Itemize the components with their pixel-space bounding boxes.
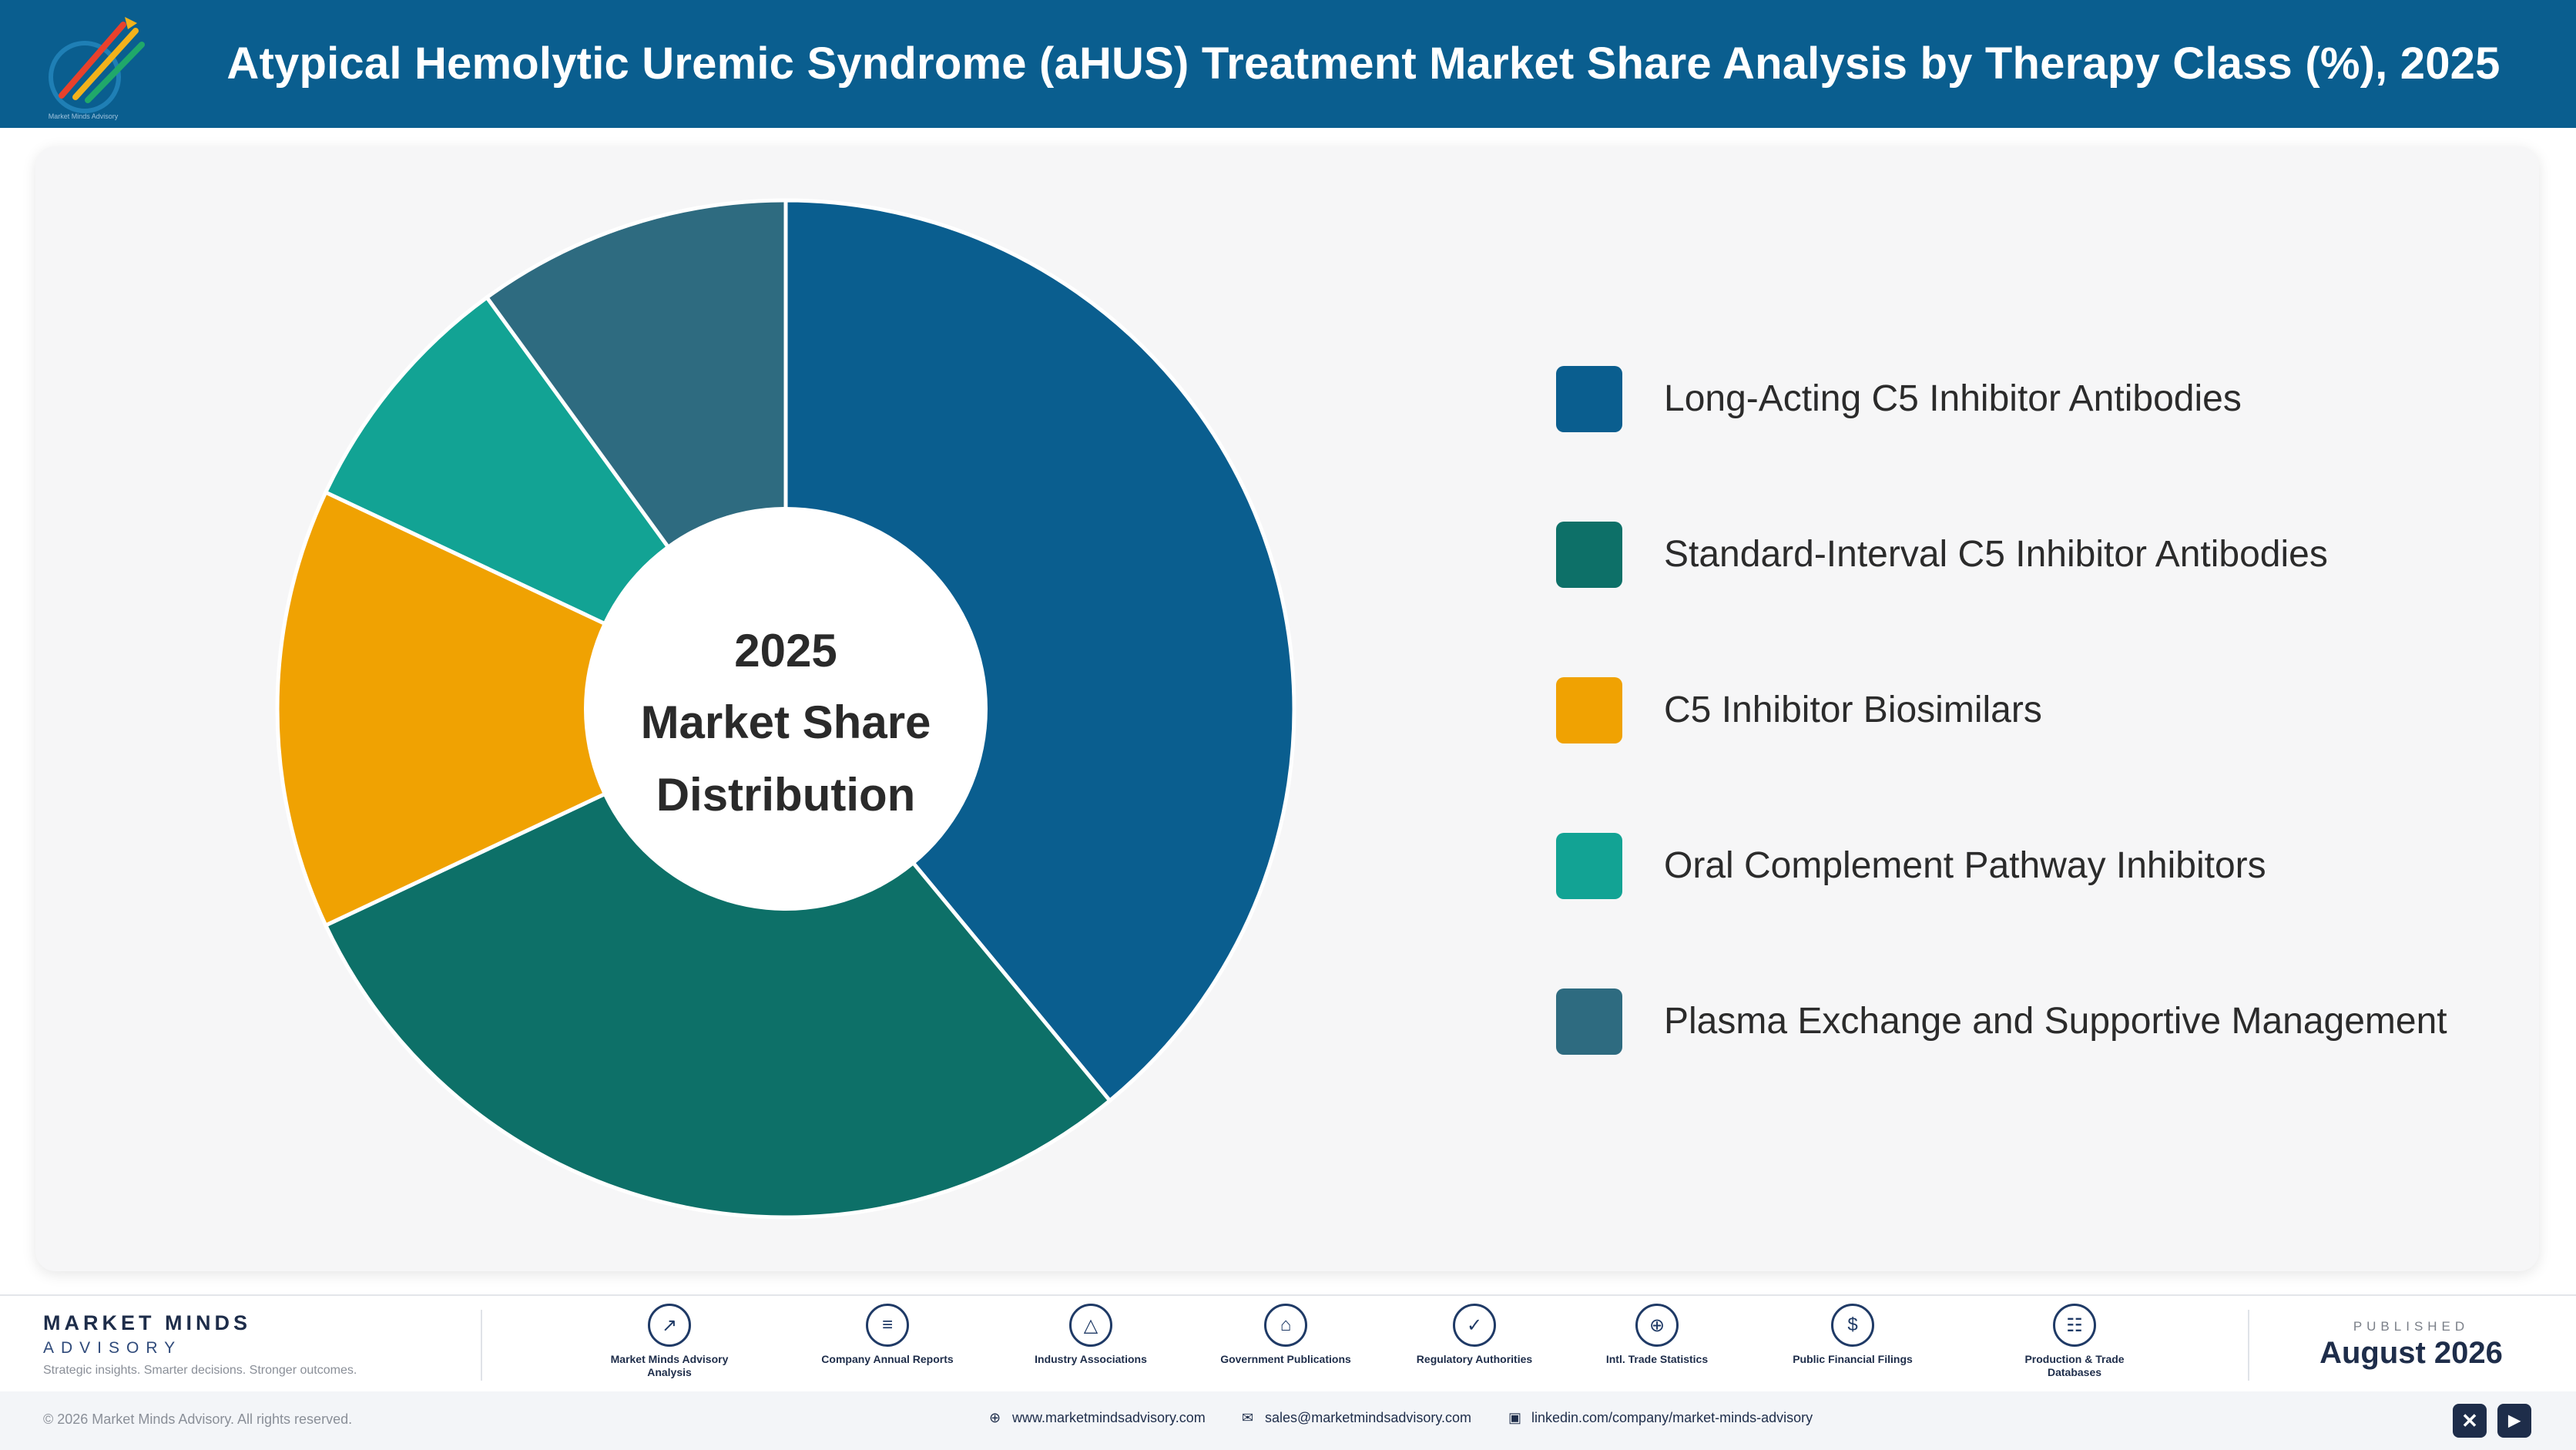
source-label: Company Annual Reports [821, 1353, 954, 1365]
legend-item: Long-Acting C5 Inhibitor Antibodies [1556, 364, 2558, 432]
legend-item: C5 Inhibitor Biosimilars [1556, 676, 2558, 743]
legend-label: C5 Inhibitor Biosimilars [1664, 690, 2042, 730]
website-text: www.marketmindsadvisory.com [1012, 1410, 1206, 1425]
linkedin-icon: ▣ [1508, 1410, 1522, 1425]
email-link[interactable]: ✉ sales@marketmindsadvisory.com [1242, 1410, 1471, 1426]
source-label: Market Minds Advisory Analysis [610, 1353, 729, 1378]
source-label: Production & Trade Databases [2024, 1353, 2125, 1378]
source-label: Public Financial Filings [1793, 1353, 1913, 1365]
trend-icon: ↗ [648, 1304, 691, 1347]
legend-label: Standard-Interval C5 Inhibitor Antibodie… [1664, 534, 2328, 575]
page-title: Atypical Hemolytic Uremic Syndrome (aHUS… [226, 39, 2501, 89]
legend-item: Oral Complement Pathway Inhibitors [1556, 831, 2558, 899]
globe-icon: ⊕ [1635, 1304, 1679, 1347]
legend-label: Oral Complement Pathway Inhibitors [1664, 845, 2266, 886]
building-icon: ⌂ [1264, 1304, 1307, 1347]
legend-item: Standard-Interval C5 Inhibitor Antibodie… [1556, 520, 2558, 588]
svg-text:Market Minds Advisory: Market Minds Advisory [49, 112, 119, 120]
source-item: $ Public Financial Filings [1776, 1304, 1930, 1366]
source-item: ✓ Regulatory Authorities [1397, 1304, 1551, 1366]
source-label: Industry Associations [1035, 1353, 1147, 1365]
footer-divider [2248, 1310, 2249, 1381]
published-date: August 2026 [2319, 1336, 2503, 1370]
copyright-text: © 2026 Market Minds Advisory. All rights… [43, 1411, 353, 1427]
website-link[interactable]: ⊕ www.marketmindsadvisory.com [989, 1410, 1206, 1426]
coin-icon: $ [1831, 1304, 1874, 1347]
x-social-icon[interactable]: ✕ [2453, 1404, 2487, 1438]
legend-swatch [1556, 833, 1622, 899]
legend-item: Plasma Exchange and Supportive Managemen… [1556, 987, 2558, 1055]
source-label: Regulatory Authorities [1416, 1353, 1533, 1365]
legend-swatch [1556, 677, 1622, 743]
bottom-bar: © 2026 Market Minds Advisory. All rights… [0, 1391, 2576, 1450]
legend-swatch [1556, 522, 1622, 588]
source-item: ↗ Market Minds Advisory Analysis [592, 1304, 746, 1379]
source-item: △ Industry Associations [1014, 1304, 1168, 1366]
network-icon: △ [1069, 1304, 1112, 1347]
footer-brand-sub: ADVISORY [43, 1339, 183, 1357]
database-icon: ☷ [2053, 1304, 2096, 1347]
linkedin-text: linkedin.com/company/market-minds-adviso… [1531, 1410, 1813, 1425]
published-label: PUBLISHED [2353, 1319, 2470, 1334]
globe-icon: ⊕ [989, 1410, 1001, 1425]
mail-icon: ✉ [1242, 1410, 1254, 1425]
footer-brand-tagline: Strategic insights. Smarter decisions. S… [43, 1364, 357, 1377]
legend-label: Long-Acting C5 Inhibitor Antibodies [1664, 378, 2242, 419]
linkedin-link[interactable]: ▣ linkedin.com/company/market-minds-advis… [1508, 1410, 1813, 1426]
source-label: Intl. Trade Statistics [1605, 1353, 1709, 1365]
footer-brand-name: MARKET MINDS [43, 1311, 251, 1334]
shield-icon: ✓ [1453, 1304, 1496, 1347]
legend-swatch [1556, 366, 1622, 432]
document-icon: ≡ [866, 1304, 909, 1347]
email-text: sales@marketmindsadvisory.com [1265, 1410, 1472, 1425]
legend-label: Plasma Exchange and Supportive Managemen… [1664, 1001, 2447, 1042]
source-item: ≡ Company Annual Reports [810, 1304, 964, 1366]
legend-swatch [1556, 988, 1622, 1055]
youtube-social-icon[interactable]: ▶ [2497, 1404, 2531, 1438]
header-bar: Market Minds Advisory Atypical Hemolytic… [0, 0, 2576, 128]
brand-logo-icon: Market Minds Advisory [49, 17, 145, 120]
source-item: ☷ Production & Trade Databases [1997, 1304, 2152, 1379]
source-item: ⊕ Intl. Trade Statistics [1580, 1304, 1734, 1366]
source-label: Government Publications [1220, 1353, 1351, 1365]
footer-divider [481, 1310, 482, 1381]
source-item: ⌂ Government Publications [1209, 1304, 1363, 1366]
